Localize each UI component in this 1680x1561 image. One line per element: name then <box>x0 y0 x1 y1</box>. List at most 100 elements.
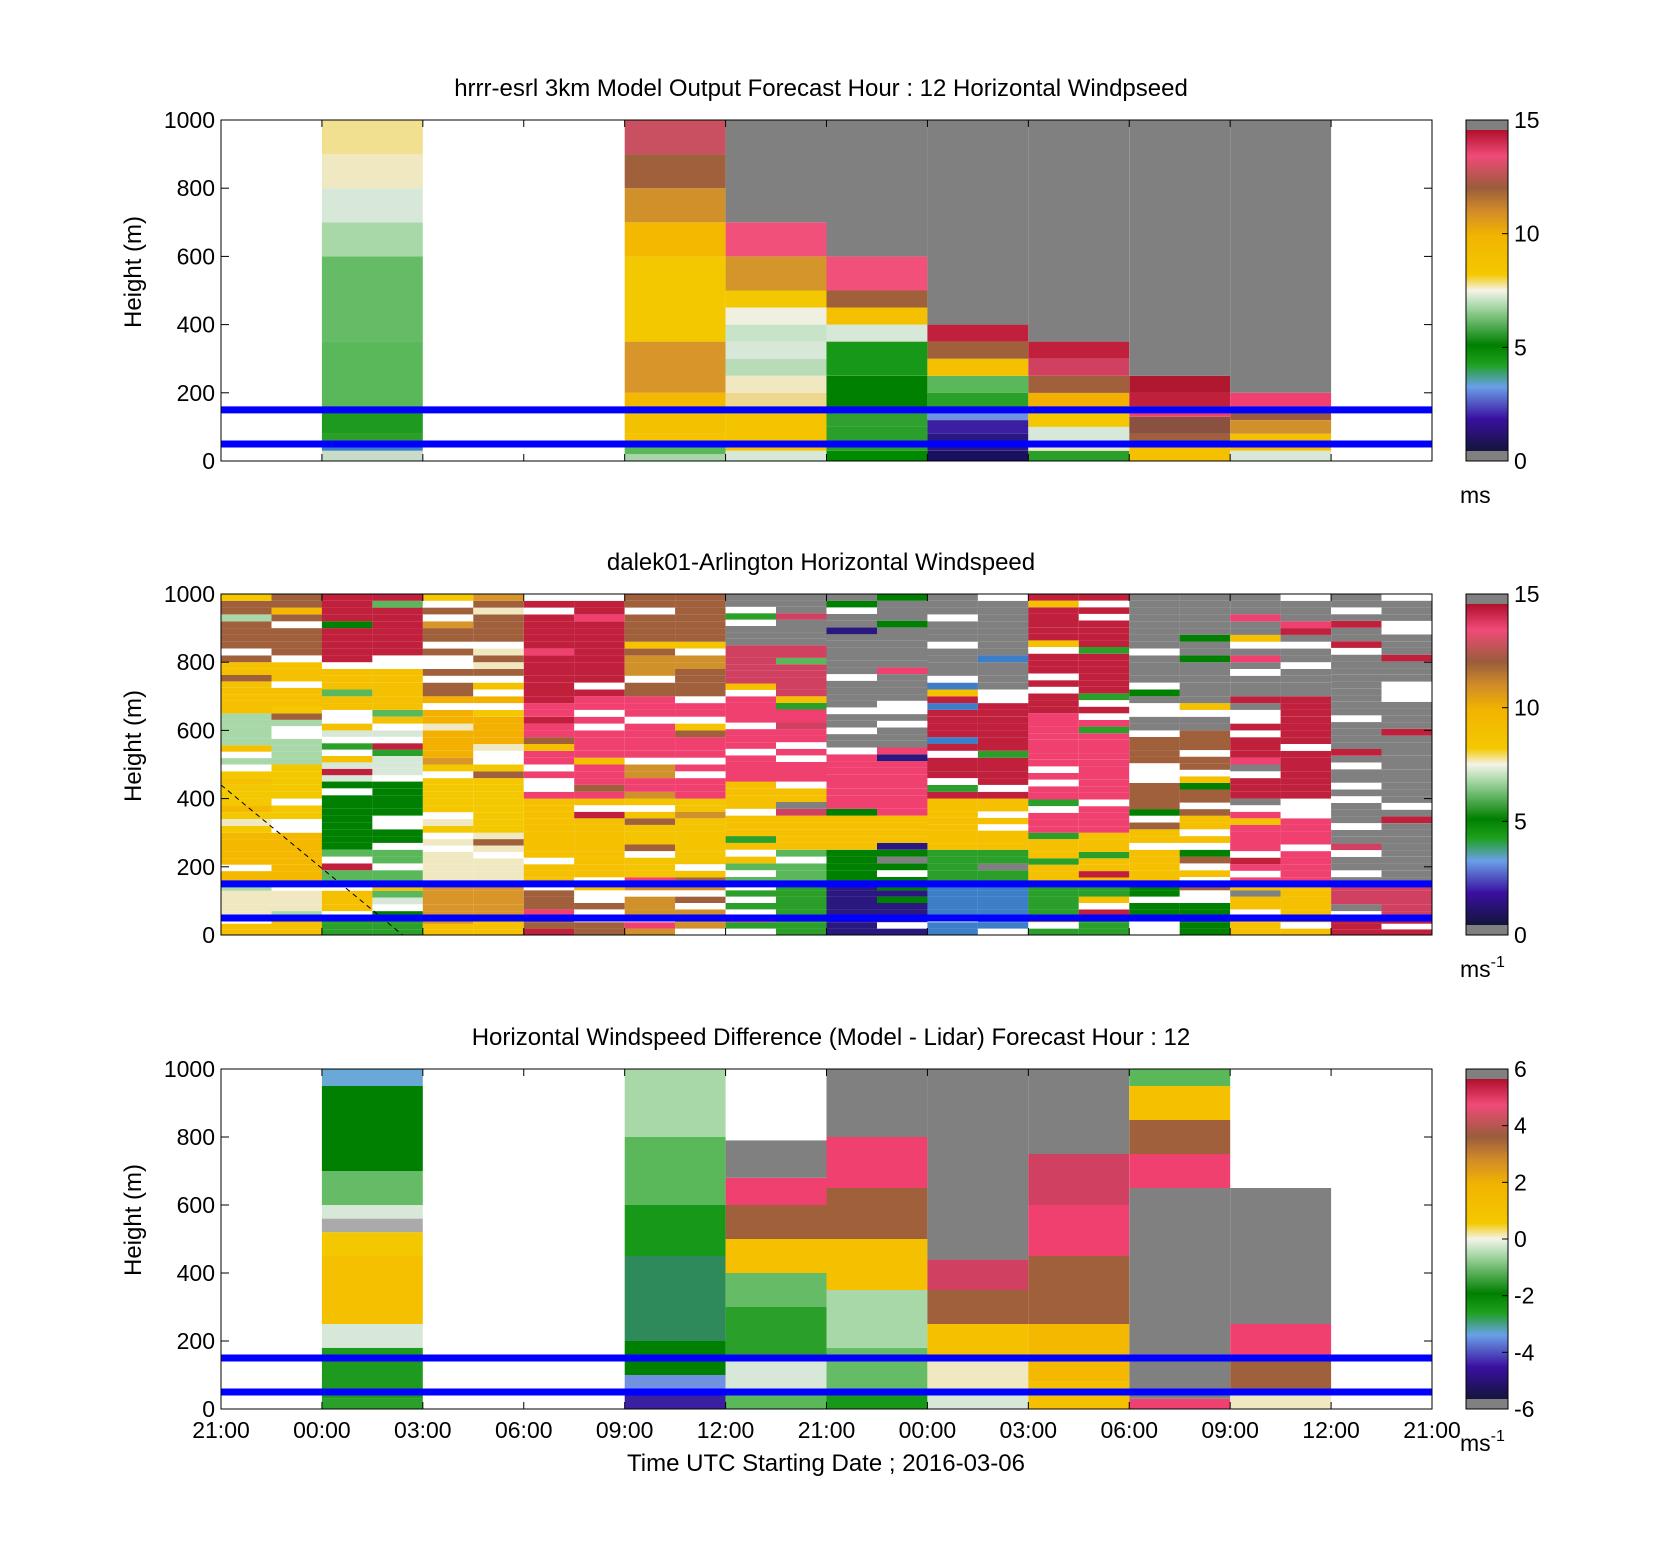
lidar-band <box>624 662 676 669</box>
lidar-band <box>523 744 575 751</box>
lidar-band <box>422 662 474 669</box>
lidar-band <box>1028 766 1079 773</box>
lidar-band <box>523 628 575 635</box>
lidar-band <box>221 851 272 859</box>
heatmap-band <box>624 1069 726 1137</box>
lidar-band <box>1381 708 1432 716</box>
lidar-band <box>1280 641 1332 649</box>
heatmap-band <box>1028 358 1130 376</box>
lidar-band <box>1381 688 1432 696</box>
lidar-band <box>1028 851 1079 859</box>
lidar-band <box>675 737 726 744</box>
lidar-band <box>1381 594 1432 601</box>
lidar-band <box>1179 856 1231 864</box>
lidar-band <box>1331 674 1382 682</box>
lidar-band <box>422 785 474 792</box>
heatmap-band <box>1129 1188 1231 1399</box>
heatmap-band <box>725 450 827 461</box>
lidar-band <box>776 849 827 857</box>
lidar-band <box>927 628 978 635</box>
lidar-band <box>1129 789 1180 796</box>
lidar-band <box>1028 640 1079 647</box>
lidar-band <box>1179 903 1231 910</box>
lidar-band <box>1129 863 1180 871</box>
y-tick-label: 800 <box>177 175 215 201</box>
lidar-band <box>675 600 726 608</box>
lidar-band <box>1280 791 1332 799</box>
lidar-band <box>221 707 272 714</box>
lidar-band <box>927 903 978 910</box>
colorbar-tick-label: 15 <box>1514 581 1540 607</box>
lidar-band <box>826 667 877 675</box>
heatmap-band <box>927 341 1029 359</box>
lidar-band <box>1280 851 1332 858</box>
lidar-band <box>321 594 373 601</box>
lidar-band <box>372 648 423 656</box>
lidar-band <box>624 798 676 806</box>
lidar-band <box>574 607 625 615</box>
lidar-band <box>1179 822 1231 830</box>
lidar-band <box>473 771 524 779</box>
lidar-band <box>372 662 423 669</box>
lidar-band <box>321 709 373 717</box>
lidar-band <box>1230 890 1281 897</box>
lidar-band <box>321 634 373 642</box>
lidar-band <box>1381 782 1432 790</box>
heatmap-band <box>321 1069 423 1086</box>
lidar-band <box>271 655 322 663</box>
lidar-band <box>523 844 575 852</box>
lidar-band <box>321 836 373 843</box>
lidar-band <box>321 614 373 622</box>
heatmap-band <box>1028 375 1130 393</box>
colorbar-tick-label: 5 <box>1514 334 1527 360</box>
lidar-band <box>977 830 1029 837</box>
lidar-band <box>574 909 625 916</box>
lidar-band <box>221 681 272 688</box>
lidar-band <box>877 761 928 768</box>
heatmap-band <box>624 256 726 342</box>
lidar-band <box>372 795 423 802</box>
lidar-band <box>675 730 726 738</box>
lidar-band <box>877 747 928 755</box>
lidar-band <box>877 890 928 897</box>
lidar-band <box>1331 695 1382 702</box>
lidar-band <box>1331 627 1382 635</box>
lidar-band <box>725 755 777 762</box>
heatmap-band <box>1028 1069 1130 1154</box>
lidar-band <box>927 682 978 690</box>
lidar-band <box>877 909 928 916</box>
lidar-band <box>1028 922 1079 929</box>
lidar-band <box>977 785 1029 792</box>
lidar-band <box>271 897 322 905</box>
heatmap-band <box>624 1137 726 1205</box>
lidar-band <box>1230 798 1281 806</box>
lidar-band <box>1078 753 1130 760</box>
lidar-band <box>523 689 575 697</box>
heatmap-band <box>624 154 726 189</box>
lidar-band <box>725 722 777 730</box>
lidar-band <box>776 781 827 789</box>
lidar-band <box>422 897 474 905</box>
lidar-band <box>1230 750 1281 758</box>
lidar-band <box>725 677 777 684</box>
lidar-band <box>1331 681 1382 689</box>
lidar-band <box>624 857 676 865</box>
lidar-band <box>624 844 676 852</box>
lidar-band <box>372 703 423 710</box>
lidar-band <box>422 904 474 912</box>
lidar-band <box>1230 689 1281 697</box>
lidar-band <box>877 660 928 668</box>
lidar-band <box>1331 594 1382 601</box>
lidar-band <box>372 675 423 683</box>
lidar-band <box>675 641 726 649</box>
lidar-band <box>422 923 474 930</box>
lidar-band <box>1028 909 1079 916</box>
lidar-band <box>1381 742 1432 749</box>
lidar-band <box>675 682 726 690</box>
lidar-band <box>1078 746 1130 754</box>
lidar-band <box>271 648 322 656</box>
lidar-band <box>574 730 625 738</box>
lidar-band <box>422 757 474 765</box>
colorbar-missing-swatch <box>1466 925 1508 935</box>
lidar-band <box>574 896 625 903</box>
